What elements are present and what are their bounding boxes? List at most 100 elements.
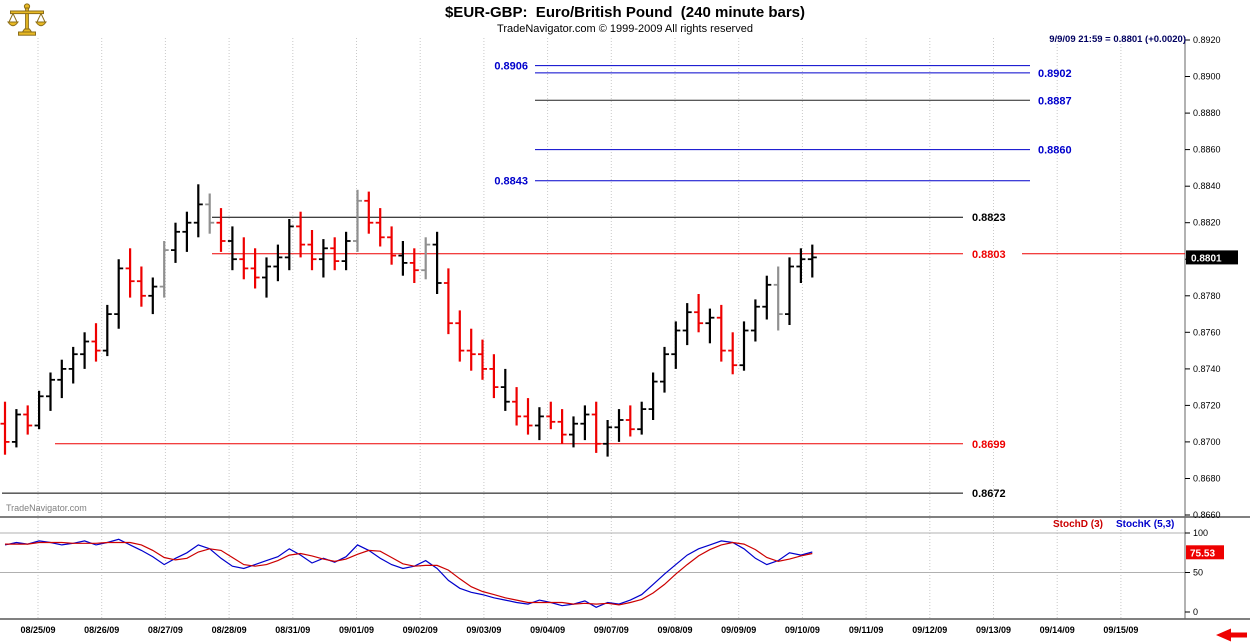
ohlc-bar[interactable] bbox=[614, 409, 624, 442]
ohlc-bar[interactable] bbox=[625, 405, 635, 437]
level-label: 0.8860 bbox=[1038, 145, 1072, 157]
ohlc-bar[interactable] bbox=[591, 401, 601, 453]
ohlc-bar[interactable] bbox=[534, 407, 544, 441]
date-label: 09/02/09 bbox=[403, 625, 438, 635]
ohlc-bar[interactable] bbox=[216, 208, 226, 252]
date-label: 09/01/09 bbox=[339, 625, 374, 635]
ohlc-bar[interactable] bbox=[205, 193, 215, 234]
level-label: 0.8906 bbox=[494, 61, 528, 73]
ohlc-bar[interactable] bbox=[262, 257, 271, 298]
ohlc-bar[interactable] bbox=[421, 237, 431, 280]
ohlc-bar[interactable] bbox=[273, 244, 283, 282]
ohlc-bar[interactable] bbox=[193, 184, 203, 238]
ohlc-bar[interactable] bbox=[750, 299, 760, 342]
ohlc-bar[interactable] bbox=[728, 332, 738, 375]
ohlc-bar[interactable] bbox=[307, 230, 317, 271]
ohlc-bar[interactable] bbox=[807, 244, 817, 278]
level-label: 0.8843 bbox=[494, 176, 528, 188]
ohlc-bar[interactable] bbox=[46, 372, 55, 411]
ohlc-bar[interactable] bbox=[705, 308, 715, 344]
price-bars[interactable] bbox=[0, 184, 817, 457]
ohlc-bar[interactable] bbox=[330, 237, 340, 271]
ohlc-bar[interactable] bbox=[91, 323, 101, 362]
ohlc-bar[interactable] bbox=[500, 368, 510, 411]
price-tick-label: 0.8660 bbox=[1193, 510, 1221, 520]
ohlc-bar[interactable] bbox=[694, 294, 704, 333]
price-tick-label: 0.8780 bbox=[1193, 291, 1221, 301]
ohlc-bar[interactable] bbox=[296, 211, 306, 258]
ohlc-bar[interactable] bbox=[489, 354, 499, 399]
ohlc-bar[interactable] bbox=[603, 420, 613, 457]
legend-stochk[interactable]: StochK (5,3) bbox=[1116, 519, 1175, 530]
ohlc-bar[interactable] bbox=[671, 321, 681, 369]
ohlc-bar[interactable] bbox=[375, 208, 385, 247]
ohlc-bar[interactable] bbox=[250, 248, 260, 289]
level-label: 0.8672 bbox=[972, 488, 1006, 500]
ohlc-bar[interactable] bbox=[398, 241, 408, 276]
ohlc-bar[interactable] bbox=[68, 346, 78, 384]
ohlc-bar[interactable] bbox=[432, 231, 442, 294]
ohlc-bar[interactable] bbox=[341, 231, 351, 271]
level-label: 0.8887 bbox=[1038, 95, 1072, 107]
ohlc-bar[interactable] bbox=[660, 346, 669, 393]
ohlc-bar[interactable] bbox=[716, 304, 726, 362]
ohlc-bar[interactable] bbox=[648, 372, 658, 421]
date-label: 09/09/09 bbox=[721, 625, 756, 635]
ohlc-bar[interactable] bbox=[114, 259, 124, 329]
scroll-left-arrow-icon[interactable] bbox=[1216, 628, 1247, 642]
ohlc-bar[interactable] bbox=[148, 277, 158, 315]
ohlc-bar[interactable] bbox=[318, 239, 328, 278]
ohlc-bar[interactable] bbox=[523, 398, 533, 435]
ohlc-bar[interactable] bbox=[455, 310, 465, 362]
ohlc-bar[interactable] bbox=[443, 268, 453, 335]
price-tick-label: 0.8920 bbox=[1193, 35, 1221, 45]
last-quote-readout: 9/9/09 21:59 = 0.8801 (+0.0020) bbox=[1049, 34, 1186, 45]
price-axis: 0.8920 0.8900 0.8880 0.8860 0.8840 0.8820 0.88… bbox=[1185, 35, 1221, 520]
ohlc-bar[interactable] bbox=[125, 248, 135, 298]
ohlc-bar[interactable] bbox=[353, 189, 362, 252]
ohlc-bar[interactable] bbox=[182, 211, 192, 252]
price-tick-label: 0.8900 bbox=[1193, 72, 1221, 82]
ohlc-bar[interactable] bbox=[796, 248, 806, 283]
legend-stochd[interactable]: StochD (3) bbox=[1053, 519, 1103, 530]
ohlc-bar[interactable] bbox=[762, 275, 772, 320]
date-label: 09/04/09 bbox=[530, 625, 565, 635]
chart-title: $EUR-GBP: Euro/British Pound (240 minute… bbox=[444, 4, 806, 21]
ohlc-bar[interactable] bbox=[409, 248, 419, 283]
ohlc-bar[interactable] bbox=[102, 304, 112, 357]
ohlc-bar[interactable] bbox=[580, 405, 590, 441]
ohlc-bar[interactable] bbox=[773, 266, 783, 331]
ohlc-bar[interactable] bbox=[239, 237, 249, 280]
price-tick-label: 0.8860 bbox=[1193, 145, 1221, 155]
ohlc-bar[interactable] bbox=[364, 191, 374, 234]
ohlc-bar[interactable] bbox=[466, 328, 476, 371]
price-tick-label: 0.8700 bbox=[1193, 437, 1221, 447]
ohlc-bar[interactable] bbox=[682, 303, 692, 346]
price-tick-label: 0.8840 bbox=[1193, 181, 1221, 191]
ohlc-bar[interactable] bbox=[171, 222, 180, 263]
ohlc-bar[interactable] bbox=[637, 401, 647, 435]
ohlc-bar[interactable] bbox=[0, 401, 10, 455]
ohlc-bar[interactable] bbox=[136, 266, 146, 307]
ohlc-bar[interactable] bbox=[546, 401, 556, 430]
ohlc-bar[interactable] bbox=[478, 339, 487, 380]
ohlc-bar[interactable] bbox=[387, 226, 397, 265]
ohlc-bar[interactable] bbox=[569, 416, 578, 448]
ohlc-bar[interactable] bbox=[284, 219, 294, 271]
ohlc-bar[interactable] bbox=[34, 390, 44, 430]
ohlc-bar[interactable] bbox=[23, 405, 33, 435]
date-axis: 08/25/09 08/26/09 08/27/09 08/28/09 08/31/09… bbox=[20, 625, 1138, 635]
price-tick-label: 0.8880 bbox=[1193, 108, 1221, 118]
ohlc-bar[interactable] bbox=[785, 257, 794, 325]
ohlc-bar[interactable] bbox=[80, 332, 90, 369]
ohlc-bar[interactable] bbox=[512, 387, 522, 426]
ohlc-bar[interactable] bbox=[739, 321, 749, 371]
date-label: 09/15/09 bbox=[1103, 625, 1138, 635]
ohlc-bar[interactable] bbox=[557, 409, 567, 444]
ohlc-bar[interactable] bbox=[57, 359, 67, 399]
ohlc-bar[interactable] bbox=[227, 226, 237, 271]
stoch-tick-label: 0 bbox=[1193, 607, 1198, 617]
ohlc-bar[interactable] bbox=[159, 241, 169, 298]
ohlc-bar[interactable] bbox=[11, 409, 21, 448]
